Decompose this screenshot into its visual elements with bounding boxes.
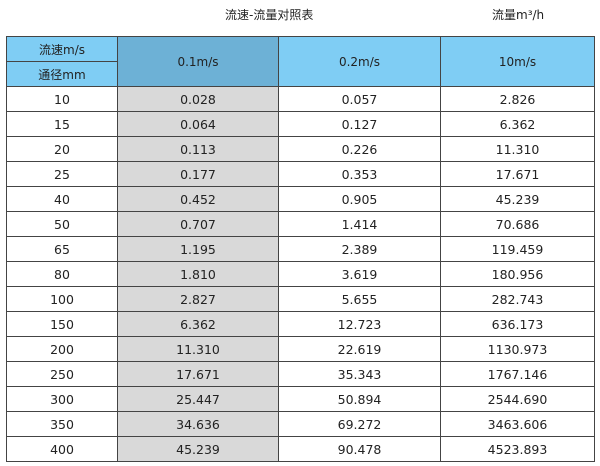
flow-cell: 22.619: [278, 336, 441, 362]
flow-cell: 12.723: [278, 311, 441, 337]
flow-cell: 17.671: [117, 361, 279, 387]
diameter-cell: 150: [6, 311, 118, 337]
diameter-cell: 100: [6, 286, 118, 312]
table-row: 40 0.452 0.905 45.239: [6, 186, 595, 212]
flow-cell: 0.452: [117, 186, 279, 212]
table-title: 流速-流量对照表: [225, 8, 314, 22]
flow-cell: 4523.893: [440, 436, 595, 462]
flow-cell: 1.195: [117, 236, 279, 262]
flow-cell: 0.707: [117, 211, 279, 237]
flow-cell: 0.226: [278, 136, 441, 162]
flow-cell: 119.459: [440, 236, 595, 262]
table-row: 50 0.707 1.414 70.686: [6, 211, 595, 237]
flow-cell: 2.827: [117, 286, 279, 312]
flow-cell: 45.239: [440, 186, 595, 212]
flow-cell: 3.619: [278, 261, 441, 287]
flow-velocity-table: 流速m/s 0.1m/s 0.2m/s 10m/s 通径mm 10 0.028 0.…: [6, 36, 595, 462]
table-row: 400 45.239 90.478 4523.893: [6, 436, 595, 462]
diameter-cell: 350: [6, 411, 118, 437]
diameter-cell: 80: [6, 261, 118, 287]
flow-cell: 0.127: [278, 111, 441, 137]
flow-cell: 11.310: [440, 136, 595, 162]
flow-cell: 0.177: [117, 161, 279, 187]
flow-cell: 70.686: [440, 211, 595, 237]
flow-cell: 2.826: [440, 86, 595, 112]
velocity-header: 流速m/s: [6, 36, 118, 62]
flow-cell: 282.743: [440, 286, 595, 312]
flow-cell: 11.310: [117, 336, 279, 362]
column-header-0.1: 0.1m/s: [117, 36, 279, 87]
diameter-cell: 400: [6, 436, 118, 462]
table-row: 200 11.310 22.619 1130.973: [6, 336, 595, 362]
diameter-cell: 300: [6, 386, 118, 412]
column-header-10: 10m/s: [440, 36, 595, 87]
diameter-cell: 20: [6, 136, 118, 162]
column-header-0.2: 0.2m/s: [278, 36, 441, 87]
diameter-cell: 50: [6, 211, 118, 237]
flow-cell: 0.905: [278, 186, 441, 212]
diameter-cell: 15: [6, 111, 118, 137]
table-row: 20 0.113 0.226 11.310: [6, 136, 595, 162]
flow-cell: 69.272: [278, 411, 441, 437]
flow-cell: 0.057: [278, 86, 441, 112]
table-row: 150 6.362 12.723 636.173: [6, 311, 595, 337]
flow-cell: 1767.146: [440, 361, 595, 387]
flow-cell: 90.478: [278, 436, 441, 462]
flow-cell: 3463.606: [440, 411, 595, 437]
diameter-cell: 200: [6, 336, 118, 362]
diameter-cell: 25: [6, 161, 118, 187]
flow-cell: 34.636: [117, 411, 279, 437]
flow-cell: 180.956: [440, 261, 595, 287]
flow-cell: 1130.973: [440, 336, 595, 362]
flow-cell: 2.389: [278, 236, 441, 262]
flow-cell: 2544.690: [440, 386, 595, 412]
table-row: 250 17.671 35.343 1767.146: [6, 361, 595, 387]
flow-cell: 45.239: [117, 436, 279, 462]
flow-cell: 25.447: [117, 386, 279, 412]
flow-cell: 5.655: [278, 286, 441, 312]
flow-unit-label: 流量m³/h: [492, 8, 545, 22]
table-row: 100 2.827 5.655 282.743: [6, 286, 595, 312]
flow-cell: 636.173: [440, 311, 595, 337]
flow-cell: 35.343: [278, 361, 441, 387]
flow-cell: 1.414: [278, 211, 441, 237]
flow-cell: 6.362: [117, 311, 279, 337]
table-row: 15 0.064 0.127 6.362: [6, 111, 595, 137]
flow-cell: 0.064: [117, 111, 279, 137]
flow-cell: 1.810: [117, 261, 279, 287]
table-row: 300 25.447 50.894 2544.690: [6, 386, 595, 412]
table-row: 25 0.177 0.353 17.671: [6, 161, 595, 187]
flow-cell: 0.113: [117, 136, 279, 162]
flow-cell: 6.362: [440, 111, 595, 137]
diameter-cell: 40: [6, 186, 118, 212]
diameter-cell: 10: [6, 86, 118, 112]
diameter-cell: 65: [6, 236, 118, 262]
diameter-cell: 250: [6, 361, 118, 387]
flow-cell: 50.894: [278, 386, 441, 412]
table-row: 80 1.810 3.619 180.956: [6, 261, 595, 287]
table-row: 65 1.195 2.389 119.459: [6, 236, 595, 262]
table-row: 350 34.636 69.272 3463.606: [6, 411, 595, 437]
flow-cell: 0.353: [278, 161, 441, 187]
flow-cell: 0.028: [117, 86, 279, 112]
diameter-header: 通径mm: [6, 61, 118, 87]
table-row: 10 0.028 0.057 2.826: [6, 86, 595, 112]
flow-cell: 17.671: [440, 161, 595, 187]
